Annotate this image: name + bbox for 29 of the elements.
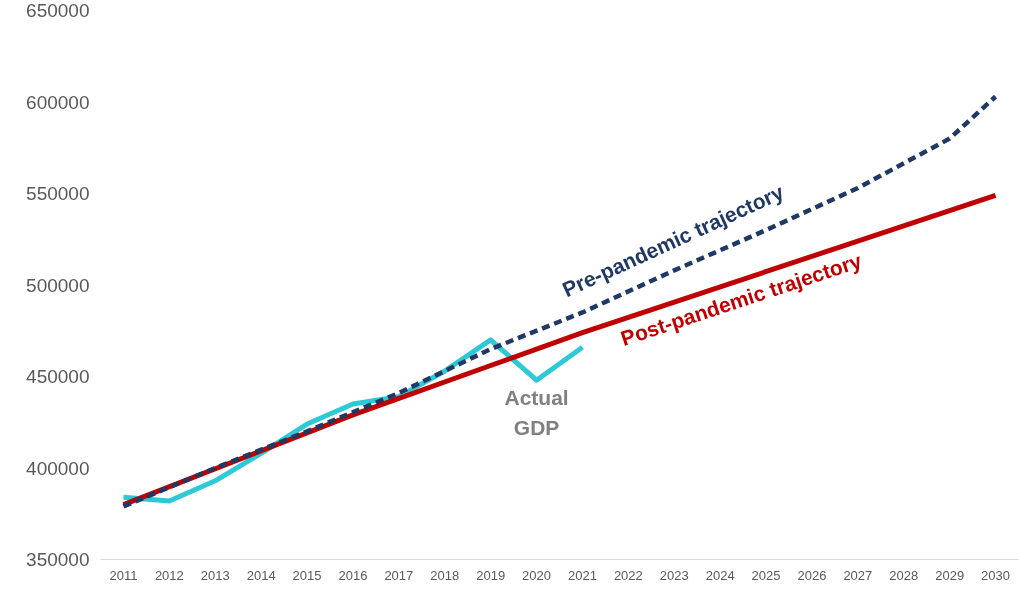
series-label: Actual GDP: [504, 386, 569, 440]
y-tick-label: 650000: [26, 0, 90, 21]
x-tick-label: 2023: [659, 567, 689, 583]
x-tick-label: 2012: [154, 567, 184, 583]
x-tick-label: 2022: [613, 567, 643, 583]
line-series: [121, 94, 998, 509]
y-tick-label: 550000: [26, 183, 90, 204]
x-tick-label: 2015: [292, 567, 322, 583]
x-tick-label: 2029: [935, 567, 965, 583]
y-tick-label: 500000: [26, 274, 90, 296]
x-tick-label: 2014: [246, 567, 276, 583]
y-tick-label: 600000: [26, 91, 90, 113]
y-tick-label: 350000: [26, 549, 90, 570]
x-tick-label: 2027: [843, 567, 873, 583]
x-tick-label: 2030: [981, 567, 1011, 583]
x-tick-label: 2019: [476, 567, 506, 583]
x-tick-label: 2028: [889, 567, 919, 583]
x-tick-label: 2021: [567, 567, 597, 583]
x-tick-label: 2025: [751, 567, 781, 583]
x-tick-label: 2017: [384, 567, 414, 583]
x-tick-label: 2020: [522, 567, 552, 583]
x-tick-label: 2016: [338, 567, 368, 583]
x-tick-label: 2024: [705, 567, 735, 583]
x-tick-label: 2026: [797, 567, 827, 583]
y-tick-label: 450000: [26, 366, 90, 387]
x-tick-label: 2018: [430, 567, 460, 583]
x-tick-label: 2013: [200, 567, 230, 583]
y-tick-label: 400000: [26, 457, 90, 479]
x-tick-label: 2011: [109, 567, 138, 583]
